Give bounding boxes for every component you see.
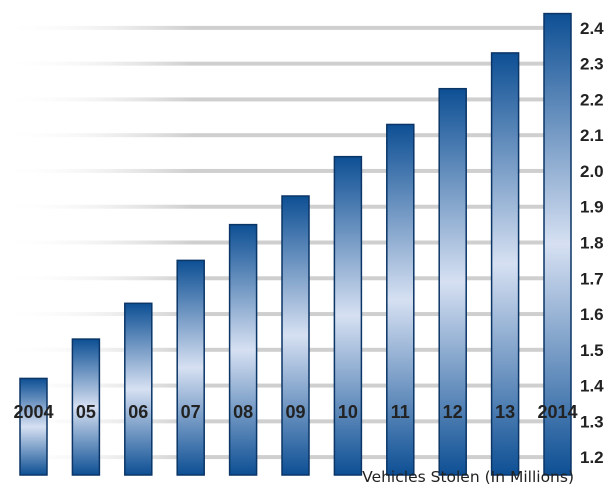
x-tick-label: 13 (495, 402, 515, 422)
y-tick-label: 1.5 (580, 341, 604, 360)
y-tick-label: 2.1 (580, 126, 604, 145)
bar-13 (490, 52, 520, 476)
gridline (0, 97, 548, 102)
gridline (0, 455, 548, 460)
gridlines (0, 25, 548, 460)
gridline (0, 312, 548, 317)
bar-2004 (19, 377, 48, 476)
bar-09 (281, 195, 310, 476)
x-tick-label: 2014 (537, 402, 577, 422)
y-tick-label: 2.0 (580, 162, 604, 181)
x-tick-label: 08 (233, 402, 253, 422)
gridline (0, 419, 548, 424)
gridline (0, 204, 548, 209)
bar-2014 (543, 12, 572, 476)
y-tick-label: 1.6 (580, 305, 604, 324)
y-tick-label: 1.9 (580, 198, 604, 217)
y-tick-label: 1.2 (580, 448, 604, 467)
x-tick-label: 09 (285, 402, 305, 422)
bar-08 (228, 223, 258, 476)
x-axis-ticks: 2004 05 06 07 08 09 10 11 12 13 2014 (13, 402, 577, 422)
gridline (0, 347, 548, 352)
bar-06 (124, 302, 153, 476)
bar-11 (386, 123, 415, 476)
gridline (0, 383, 548, 388)
x-tick-label: 06 (128, 402, 148, 422)
y-tick-label: 2.2 (580, 90, 604, 109)
y-tick-label: 1.3 (580, 412, 604, 431)
y-tick-label: 1.7 (580, 269, 604, 288)
x-axis-label: Vehicles Stolen (In Millions) (362, 468, 574, 486)
x-tick-label: 10 (338, 402, 358, 422)
y-tick-label: 1.8 (580, 234, 604, 253)
x-tick-label: 07 (181, 402, 201, 422)
bar-07 (176, 259, 205, 476)
gridline (0, 133, 548, 138)
bars (19, 12, 572, 476)
y-tick-label: 2.3 (580, 55, 604, 74)
x-tick-label: 2004 (13, 402, 53, 422)
y-tick-label: 2.4 (580, 19, 604, 38)
x-tick-label: 11 (391, 402, 410, 422)
gridline (0, 25, 548, 30)
gridline (0, 168, 548, 173)
gridline (0, 276, 548, 281)
y-tick-label: 1.4 (580, 377, 604, 396)
bar-05 (71, 338, 101, 476)
gridline (0, 61, 548, 66)
bar-10 (333, 155, 363, 476)
bar-12 (438, 87, 467, 476)
x-tick-label: 05 (76, 402, 96, 422)
x-tick-label: 12 (443, 402, 463, 422)
y-axis-ticks: 1.2 1.3 1.4 1.5 1.6 1.7 1.8 1.9 2.0 2.1 2.2 2.3 2.4 (580, 19, 604, 467)
gridline (0, 240, 548, 245)
